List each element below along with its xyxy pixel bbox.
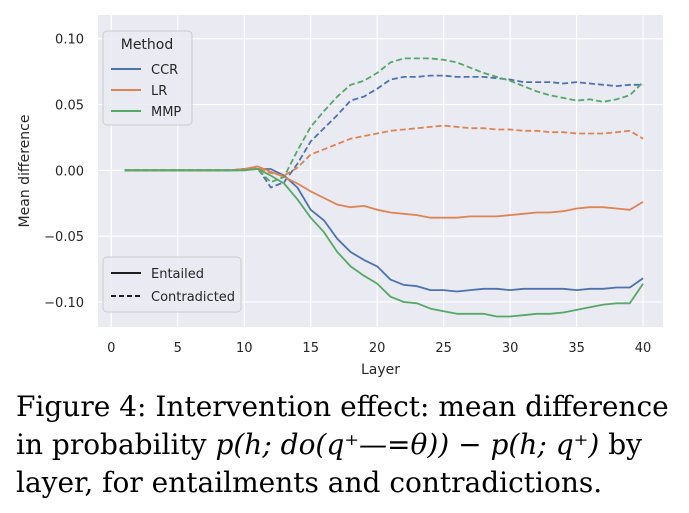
- x-tick-label: 10: [236, 341, 253, 356]
- series-layer: [124, 57, 644, 318]
- x-tick-label: 25: [435, 341, 452, 356]
- legend-method-title: Method: [121, 37, 174, 53]
- series-mmp-contradicted: [124, 57, 644, 184]
- caption-line-2-pre: in probability: [16, 428, 216, 461]
- legend-label-entailed: Entailed: [151, 267, 204, 282]
- y-tick-label: 0.05: [55, 99, 84, 114]
- legend-condition-box: [102, 256, 242, 313]
- legend-method-box: [102, 30, 193, 126]
- caption-formula: p(h; do(q⁺—=θ)) − p(h; q⁺): [215, 428, 600, 461]
- legend-label-ccr: CCR: [151, 63, 178, 78]
- caption-line-2-post: by: [599, 428, 642, 461]
- caption-line-2: in probability p(h; do(q⁺—=θ)) − p(h; q⁺…: [16, 426, 681, 464]
- legend-label-contradicted: Contradicted: [151, 290, 235, 305]
- x-tick-label: 0: [107, 341, 115, 356]
- x-tick-label: 40: [635, 341, 652, 356]
- y-axis-ticks: 0.10 0.05 0.00 −0.05 −0.10: [44, 33, 84, 311]
- y-tick-label: −0.10: [44, 296, 84, 311]
- y-axis-label: Mean difference: [17, 115, 33, 228]
- y-tick-label: −0.05: [44, 230, 84, 245]
- legend-label-mmp: MMP: [151, 105, 181, 120]
- x-tick-label: 35: [568, 341, 585, 356]
- x-axis-ticks: 0 5 10 15 20 25 30 35 40: [107, 341, 651, 356]
- legend-condition: Entailed Contradicted: [102, 256, 242, 313]
- caption-line-1: Figure 4: Intervention effect: mean diff…: [16, 390, 669, 423]
- x-tick-label: 5: [174, 341, 182, 356]
- x-tick-label: 30: [502, 341, 519, 356]
- x-axis-label: Layer: [361, 362, 400, 378]
- y-tick-label: 0.10: [55, 33, 84, 48]
- legend-label-lr: LR: [151, 84, 167, 99]
- x-tick-label: 15: [302, 341, 319, 356]
- caption-line-3: layer, for entailments and contradiction…: [16, 466, 603, 499]
- x-tick-label: 20: [369, 341, 386, 356]
- figure-caption: Figure 4: Intervention effect: mean diff…: [16, 388, 681, 502]
- line-chart: 0 5 10 15 20 25 30 35 40 0.100.050.00−0.05−0.10 …: [17, 15, 663, 378]
- legend-method: Method CCR LR MMP: [102, 30, 193, 126]
- y-tick-label: 0.00: [55, 164, 84, 179]
